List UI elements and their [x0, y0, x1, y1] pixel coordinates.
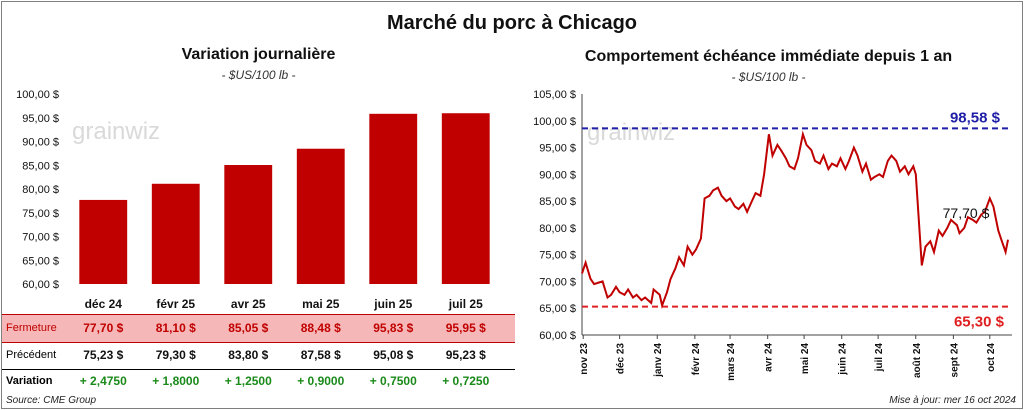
bar-y-tick-label: 80,00 $ [22, 184, 59, 196]
row-label-change: Variation [6, 375, 53, 387]
line-x-tick-label: juin 24 [838, 343, 849, 376]
table-cell: 75,23 $ [83, 348, 124, 362]
bar-y-tick-label: 100,00 $ [16, 89, 59, 101]
line-x-tick-label: févr 24 [691, 343, 702, 376]
bar-y-axis: 60,00 $ 65,00 $ 70,00 $ 75,00 $ 80,00 $ 85,00… [16, 89, 59, 291]
row-label-previous: Précédent [6, 349, 57, 361]
table-cell: 77,70 $ [83, 321, 124, 335]
line-y-axis: 60,00 $ 65,00 $ 70,00 $ 75,00 $ 80,00 $ 85,00… [533, 89, 1012, 342]
table-cell: 95,83 $ [373, 321, 414, 335]
table-cell: 81,10 $ [155, 321, 196, 335]
bar-x-tick-label: avr 25 [231, 297, 266, 311]
left-chart-subtitle: - $US/100 lb - [221, 68, 296, 82]
bar-x-axis: déc 24 févr 25 avr 25 mai 25 juin 25 juil 25 [85, 297, 484, 311]
bar-y-tick-label: 75,00 $ [22, 208, 59, 220]
line-x-tick-label: oct 24 [986, 343, 997, 372]
bar-y-tick-label: 60,00 $ [22, 279, 59, 291]
bar-x-tick-label: juil 25 [448, 297, 483, 311]
bar-x-tick-label: mai 25 [302, 297, 340, 311]
table-cell: + 2,4750 [79, 374, 127, 388]
line-y-tick-label: 105,00 $ [533, 89, 576, 101]
bar-x-tick-label: déc 24 [85, 297, 123, 311]
right-chart-subtitle: - $US/100 lb - [731, 70, 806, 84]
bar [441, 113, 490, 284]
line-y-tick-label: 75,00 $ [539, 250, 576, 262]
bar-x-tick-label: juin 25 [373, 297, 412, 311]
bar-x-tick-label: févr 25 [156, 297, 195, 311]
line-x-tick-label: nov 23 [579, 343, 590, 375]
table-cell: 83,80 $ [228, 348, 269, 362]
line-x-tick-label: déc 23 [616, 343, 627, 375]
last-value-label: 77,70 $ [943, 205, 990, 221]
line-x-tick-label: janv 24 [653, 343, 664, 378]
table-row-close: Fermeture 77,70 $ 81,10 $ 85,05 $ 88,48 $ 95… [2, 314, 515, 343]
bar-y-tick-label: 90,00 $ [22, 137, 59, 149]
table-cell: + 1,2500 [224, 374, 272, 388]
bar-series [79, 113, 490, 285]
table-row-change: Variation + 2,4750 + 1,8000 + 1,2500 + 0,90… [2, 370, 515, 392]
line-x-tick-label: août 24 [912, 343, 923, 378]
update-note: Mise à jour: mer 16 oct 2024 [889, 395, 1016, 406]
bar [151, 183, 200, 284]
min-value-label: 65,30 $ [954, 314, 1005, 331]
table-cell: + 0,7500 [369, 374, 417, 388]
line-x-tick-label: mars 24 [726, 343, 737, 381]
table-cell: 79,30 $ [155, 348, 196, 362]
table-cell: 95,95 $ [445, 321, 486, 335]
line-x-tick-label: juil 24 [874, 343, 885, 373]
table-cell: + 0,7250 [442, 374, 490, 388]
price-series-line [581, 130, 1009, 310]
max-value-label: 98,58 $ [950, 109, 1001, 126]
left-chart-title: Variation journalière [181, 46, 336, 63]
watermark-left: grainwiz [72, 118, 160, 145]
line-y-tick-label: 70,00 $ [539, 276, 576, 288]
bar-y-tick-label: 85,00 $ [22, 160, 59, 172]
table-cell: 85,05 $ [228, 321, 269, 335]
right-chart-title: Comportement échéance immédiate depuis 1… [584, 48, 953, 65]
bar-chart: 60,00 $ 65,00 $ 70,00 $ 75,00 $ 80,00 $ 85,00… [16, 89, 490, 311]
page-title: Marché du porc à Chicago [386, 12, 638, 34]
line-chart: 60,00 $ 65,00 $ 70,00 $ 75,00 $ 80,00 $ 85,00… [533, 89, 1012, 381]
line-x-tick-label: avr 24 [764, 343, 775, 372]
table-cell: 88,48 $ [300, 321, 341, 335]
table-cell: 95,23 $ [445, 348, 486, 362]
bar [369, 113, 418, 285]
line-x-tick-label: mai 24 [800, 343, 811, 375]
line-y-tick-label: 65,00 $ [539, 303, 576, 315]
bar-y-tick-label: 95,00 $ [22, 113, 59, 125]
bar [79, 199, 128, 284]
bar-y-tick-label: 65,00 $ [22, 255, 59, 267]
bar [224, 165, 273, 284]
table-cell: 95,08 $ [373, 348, 414, 362]
source-note: Source: CME Group [6, 395, 97, 406]
line-x-tick-label: sept 24 [949, 343, 960, 378]
table-cell: + 0,9000 [297, 374, 345, 388]
row-label-close: Fermeture [6, 322, 57, 334]
table-row-previous: Précédent 75,23 $ 79,30 $ 83,80 $ 87,58 $ 95… [2, 342, 515, 370]
bar [296, 148, 345, 284]
line-y-tick-label: 95,00 $ [539, 143, 576, 155]
bar-y-tick-label: 70,00 $ [22, 232, 59, 244]
line-y-tick-label: 100,00 $ [533, 116, 576, 128]
line-y-tick-label: 90,00 $ [539, 169, 576, 181]
line-y-tick-label: 80,00 $ [539, 223, 576, 235]
line-y-tick-label: 85,00 $ [539, 196, 576, 208]
line-y-tick-label: 60,00 $ [539, 330, 576, 342]
watermark-right: grainwiz [587, 119, 675, 146]
table-cell: 87,58 $ [300, 348, 341, 362]
table-cell: + 1,8000 [152, 374, 200, 388]
line-x-axis: nov 23 déc 23 janv 24 févr 24 mars 24 avr 24 m… [579, 335, 997, 381]
